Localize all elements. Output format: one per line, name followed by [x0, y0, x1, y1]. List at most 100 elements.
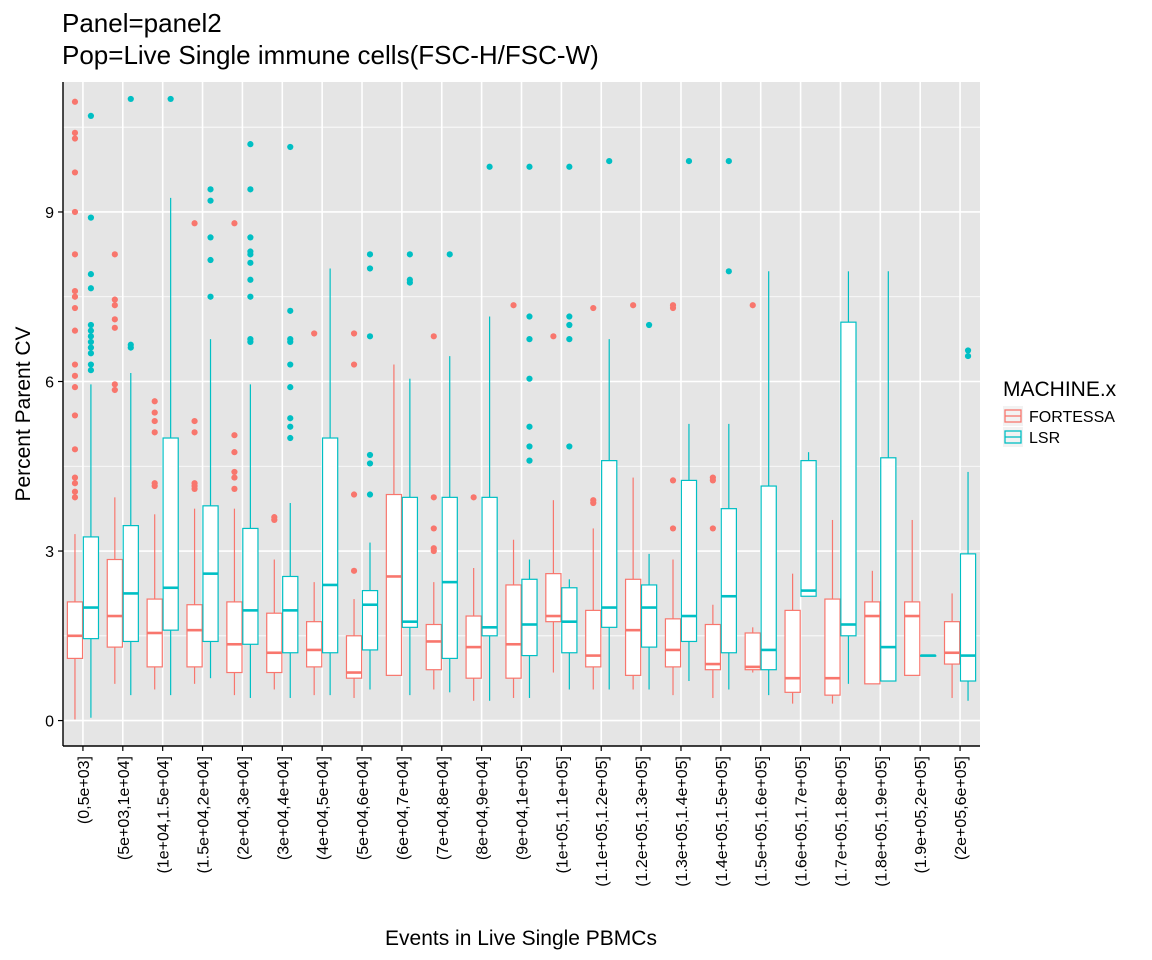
- iqr-box: [664, 618, 682, 668]
- iqr-box: [505, 584, 522, 679]
- iqr-box: [306, 621, 323, 668]
- outlier-point: [87, 214, 95, 221]
- iqr-box: [521, 578, 538, 657]
- outlier-point: [287, 336, 294, 343]
- outlier-point: [550, 333, 557, 340]
- legend-label-lsr: LSR: [1029, 430, 1060, 447]
- outlier-point: [526, 336, 533, 343]
- outlier-point: [231, 449, 238, 456]
- x-tick-label: (7e+04,8e+04]: [435, 756, 452, 860]
- outlier-point: [71, 208, 79, 216]
- outlier-point: [287, 434, 294, 442]
- outlier-point: [566, 313, 573, 320]
- outlier-point: [287, 415, 294, 422]
- outlier-point: [71, 361, 79, 368]
- outlier-point: [287, 143, 294, 151]
- x-tick-label: (9e+04,1e+05]: [515, 756, 532, 860]
- x-tick-label: (1.4e+05,1.5e+05]: [714, 756, 731, 887]
- outlier-point: [669, 525, 677, 532]
- box-lsr-3: [202, 186, 219, 679]
- box-fortessa-4: [226, 220, 243, 696]
- outlier-point: [566, 336, 573, 343]
- outlier-point: [151, 398, 158, 405]
- outlier-point: [247, 141, 254, 148]
- iqr-box: [226, 601, 243, 674]
- iqr-box: [122, 525, 139, 643]
- outlier-point: [71, 293, 79, 300]
- iqr-box: [824, 598, 841, 696]
- outlier-point: [151, 409, 158, 416]
- outlier-point: [470, 494, 477, 501]
- box-fortessa-21: [904, 519, 921, 676]
- outlier-point: [111, 316, 118, 323]
- iqr-box: [186, 604, 203, 668]
- x-tick-label: (4e+04,5e+04]: [315, 756, 332, 860]
- box-lsr-19: [840, 271, 857, 684]
- outlier-point: [231, 220, 238, 227]
- outlier-point: [127, 95, 134, 103]
- box-fortessa-8: [385, 364, 403, 676]
- iqr-box: [441, 496, 458, 660]
- outlier-point: [526, 163, 533, 170]
- outlier-point: [366, 491, 374, 498]
- x-axis-title: Events in Live Single PBMCs: [385, 927, 657, 950]
- box-lsr-9: [441, 251, 458, 693]
- iqr-box: [162, 437, 179, 631]
- box-lsr-16: [720, 158, 737, 690]
- legend-title: MACHINE.x: [1003, 378, 1117, 401]
- outlier-point: [71, 129, 79, 136]
- outlier-point: [526, 313, 533, 320]
- box-fortessa-7: [345, 330, 363, 698]
- outlier-point: [151, 417, 158, 425]
- outlier-point: [111, 381, 118, 388]
- box-lsr-15: [680, 158, 698, 682]
- outlier-point: [271, 514, 278, 521]
- iqr-box: [361, 589, 379, 651]
- box-lsr-7: [361, 251, 379, 690]
- outlier-point: [231, 432, 238, 439]
- outlier-point: [167, 95, 174, 103]
- outlier-point: [366, 451, 374, 459]
- outlier-point: [725, 158, 732, 165]
- iqr-box: [321, 437, 339, 654]
- outlier-point: [526, 375, 533, 382]
- outlier-point: [71, 474, 79, 481]
- box-fortessa-17: [744, 302, 761, 673]
- x-tick-label: (1.5e+04,2e+04]: [196, 756, 213, 873]
- x-tick-label: (5e+03,1e+04]: [116, 756, 133, 860]
- iqr-box: [66, 601, 84, 660]
- iqr-box: [904, 601, 921, 676]
- iqr-box: [640, 584, 658, 648]
- outlier-point: [430, 545, 437, 552]
- chart-title-line-1: Panel=panel2: [62, 8, 222, 38]
- outlier-point: [151, 429, 158, 436]
- outlier-point: [350, 361, 358, 368]
- outlier-point: [71, 494, 79, 501]
- outlier-point: [87, 285, 95, 292]
- box-lsr-12: [561, 163, 578, 690]
- outlier-point: [71, 135, 79, 142]
- box-fortessa-20: [864, 570, 881, 685]
- iqr-box: [266, 612, 283, 674]
- iqr-box: [784, 609, 801, 693]
- outlier-point: [247, 259, 254, 266]
- box-lsr-10: [481, 163, 498, 701]
- box-fortessa-3: [186, 220, 203, 684]
- outlier-point: [151, 480, 158, 487]
- outlier-point: [526, 457, 533, 464]
- outlier-point: [709, 525, 716, 532]
- outlier-point: [287, 384, 294, 391]
- iqr-box: [282, 575, 299, 654]
- iqr-box: [943, 621, 961, 665]
- iqr-box: [680, 479, 698, 643]
- iqr-box: [385, 493, 403, 676]
- box-fortessa-18: [784, 573, 801, 704]
- outlier-point: [964, 352, 972, 360]
- x-tick-label: (1.6e+05,1.7e+05]: [794, 756, 811, 887]
- x-tick-label: (2e+05,6e+05]: [953, 756, 970, 860]
- outlier-point: [207, 197, 214, 204]
- legend: MACHINE.x FORTESSA LSR: [1003, 378, 1117, 447]
- outlier-point: [566, 321, 573, 329]
- outlier-point: [287, 361, 294, 368]
- box-fortessa-2: [146, 398, 163, 690]
